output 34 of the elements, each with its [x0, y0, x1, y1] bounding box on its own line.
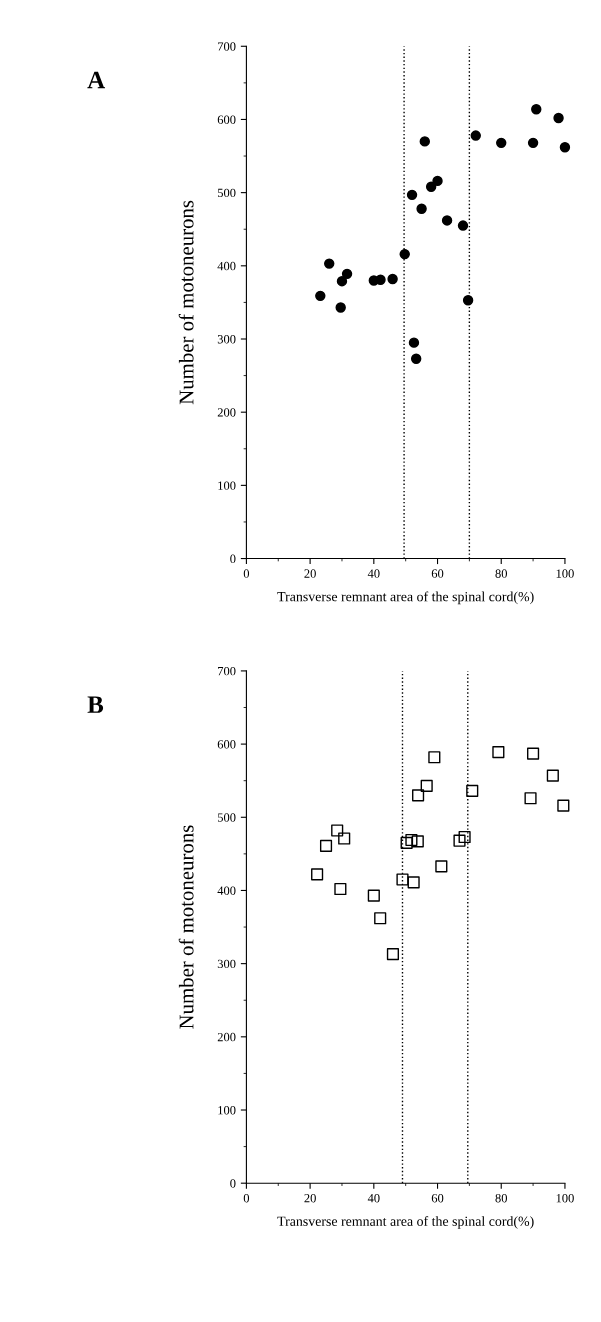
- y-tick-label: 700: [218, 666, 236, 676]
- y-tick-label: 200: [217, 1032, 236, 1042]
- y-tick-label: 300: [217, 335, 236, 344]
- x-tick-label: 0: [243, 1193, 250, 1203]
- x-axis-title: Transverse remnant area of the spinal cord(%): [277, 1216, 534, 1229]
- x-tick-label: 60: [431, 569, 444, 578]
- y-tick-label: 100: [218, 481, 236, 490]
- x-tick-label: 80: [495, 569, 508, 578]
- y-tick-label: 600: [217, 115, 236, 124]
- y-tick-label: 700: [218, 42, 236, 51]
- text: B: [87, 696, 104, 713]
- x-tick-label: 20: [304, 569, 316, 578]
- x-tick-label: 20: [304, 1193, 316, 1203]
- y-tick-label: 200: [217, 408, 236, 417]
- y-tick-label: 100: [218, 1106, 236, 1115]
- y-tick-label: 300: [217, 959, 236, 969]
- y-axis-title: Number of motoneurons: [178, 200, 194, 405]
- x-tick-label: 80: [495, 1193, 508, 1203]
- y-tick-label: 400: [217, 886, 236, 895]
- y-tick-label: 0: [230, 554, 236, 563]
- y-tick-label: 0: [230, 1179, 236, 1188]
- y-tick-label: 600: [217, 740, 236, 749]
- x-axis-title: Transverse remnant area of the spinal cord(%): [277, 591, 534, 605]
- y-tick-label: 400: [217, 261, 236, 271]
- x-tick-label: 40: [367, 1193, 380, 1203]
- x-tick-label: 60: [431, 1193, 444, 1203]
- x-tick-label: 100: [556, 569, 574, 578]
- y-tick-label: 500: [217, 188, 236, 198]
- y-axis-title: Number of motoneurons: [178, 825, 194, 1029]
- x-tick-label: 40: [367, 569, 380, 578]
- x-tick-label: 0: [243, 569, 250, 578]
- y-tick-label: 500: [217, 813, 236, 822]
- text: A: [87, 71, 106, 89]
- x-tick-label: 100: [556, 1193, 574, 1203]
